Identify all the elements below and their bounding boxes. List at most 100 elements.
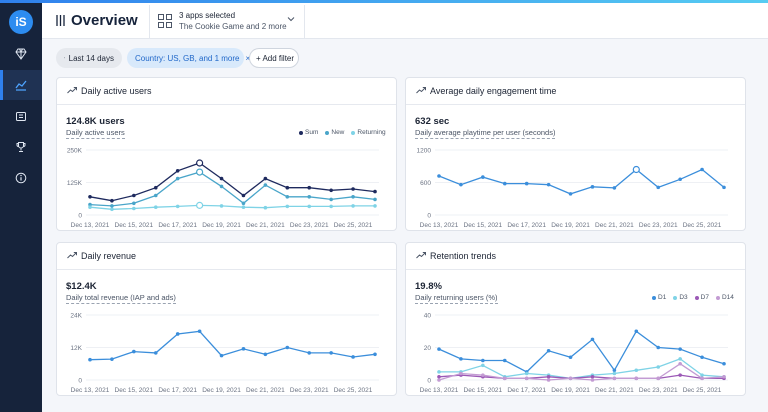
data-point[interactable]	[656, 376, 661, 381]
data-point[interactable]	[568, 192, 573, 196]
data-point[interactable]	[88, 205, 92, 209]
data-point[interactable]	[285, 185, 290, 190]
data-point[interactable]	[546, 374, 551, 379]
data-point[interactable]	[437, 174, 441, 178]
data-point[interactable]	[196, 201, 204, 209]
data-point[interactable]	[175, 176, 180, 181]
data-point[interactable]	[632, 165, 640, 174]
data-point[interactable]	[437, 378, 441, 382]
data-point[interactable]	[175, 332, 180, 336]
data-point[interactable]	[241, 347, 246, 351]
data-point[interactable]	[263, 183, 268, 187]
data-point[interactable]	[219, 176, 224, 181]
data-point[interactable]	[153, 205, 158, 209]
data-point[interactable]	[590, 185, 595, 189]
data-point[interactable]	[524, 371, 529, 376]
data-point[interactable]	[678, 347, 682, 351]
data-point[interactable]	[241, 205, 246, 209]
data-point[interactable]	[196, 159, 204, 167]
legend-item-sum[interactable]: Sum	[299, 129, 318, 136]
data-point[interactable]	[329, 351, 333, 355]
data-point[interactable]	[132, 206, 136, 211]
legend-item-d3[interactable]: D3	[673, 294, 688, 301]
data-point[interactable]	[481, 358, 485, 363]
data-point[interactable]	[459, 357, 463, 361]
remove-filter-icon[interactable]: ×	[245, 53, 251, 63]
data-point[interactable]	[373, 189, 377, 194]
data-point[interactable]	[351, 195, 355, 199]
data-point[interactable]	[634, 376, 639, 381]
data-point[interactable]	[546, 348, 551, 353]
sidebar-item-analytics[interactable]	[0, 70, 42, 100]
date-filter-chip[interactable]: Last 14 days	[56, 48, 122, 68]
data-point[interactable]	[524, 181, 529, 186]
data-point[interactable]	[197, 329, 202, 334]
data-point[interactable]	[612, 368, 617, 373]
data-point[interactable]	[285, 345, 290, 350]
data-point[interactable]	[329, 188, 333, 193]
data-point[interactable]	[656, 345, 661, 350]
data-point[interactable]	[110, 204, 114, 208]
data-point[interactable]	[502, 376, 507, 381]
data-point[interactable]	[437, 347, 441, 351]
sidebar-item-diamond[interactable]	[0, 39, 42, 69]
data-point[interactable]	[175, 204, 180, 209]
data-point[interactable]	[219, 353, 224, 358]
data-point[interactable]	[590, 378, 595, 382]
data-point[interactable]	[373, 204, 377, 208]
data-point[interactable]	[502, 358, 507, 363]
data-point[interactable]	[481, 175, 485, 179]
data-point[interactable]	[590, 337, 595, 342]
data-point[interactable]	[263, 352, 268, 357]
data-point[interactable]	[285, 195, 290, 199]
app-selector[interactable]: 3 apps selected The Cookie Game and 2 mo…	[149, 5, 305, 38]
data-point[interactable]	[612, 371, 617, 376]
sidebar-item-info[interactable]	[0, 163, 42, 193]
data-point[interactable]	[722, 185, 726, 190]
data-point[interactable]	[307, 204, 312, 209]
data-point[interactable]	[241, 193, 246, 198]
data-point[interactable]	[481, 363, 485, 368]
sidebar-toggle-icon[interactable]	[56, 15, 65, 26]
data-point[interactable]	[546, 182, 551, 187]
data-point[interactable]	[656, 365, 661, 369]
data-point[interactable]	[502, 181, 507, 186]
data-point[interactable]	[263, 176, 268, 181]
data-point[interactable]	[678, 361, 682, 366]
data-point[interactable]	[590, 374, 595, 379]
legend-item-new[interactable]: New	[325, 129, 344, 136]
data-point[interactable]	[722, 374, 726, 379]
data-point[interactable]	[88, 357, 92, 362]
data-point[interactable]	[110, 198, 114, 203]
data-point[interactable]	[459, 371, 463, 376]
data-point[interactable]	[437, 374, 441, 379]
data-point[interactable]	[153, 185, 158, 190]
data-point[interactable]	[132, 349, 136, 354]
data-point[interactable]	[329, 197, 333, 202]
data-point[interactable]	[481, 373, 485, 377]
data-point[interactable]	[307, 195, 312, 199]
data-point[interactable]	[219, 204, 224, 208]
data-point[interactable]	[329, 204, 333, 209]
legend-item-d7[interactable]: D7	[694, 294, 709, 301]
country-filter-chip[interactable]: Country: US, GB, and 1 more ×	[127, 48, 250, 68]
data-point[interactable]	[524, 376, 529, 381]
data-point[interactable]	[656, 185, 661, 190]
add-filter-button[interactable]: + Add filter	[249, 48, 299, 68]
legend-item-d14[interactable]: D14	[715, 294, 734, 301]
data-point[interactable]	[110, 207, 114, 212]
sidebar-item-trophy[interactable]	[0, 132, 42, 162]
data-point[interactable]	[568, 376, 573, 381]
data-point[interactable]	[437, 370, 441, 374]
data-point[interactable]	[351, 204, 355, 208]
data-point[interactable]	[634, 329, 639, 334]
data-point[interactable]	[307, 185, 312, 190]
data-point[interactable]	[351, 355, 355, 359]
legend-item-returning[interactable]: Returning	[351, 129, 386, 136]
data-point[interactable]	[700, 355, 704, 360]
data-point[interactable]	[153, 193, 158, 198]
data-point[interactable]	[263, 205, 268, 210]
data-point[interactable]	[88, 195, 92, 199]
data-point[interactable]	[634, 368, 639, 373]
data-point[interactable]	[219, 184, 224, 189]
